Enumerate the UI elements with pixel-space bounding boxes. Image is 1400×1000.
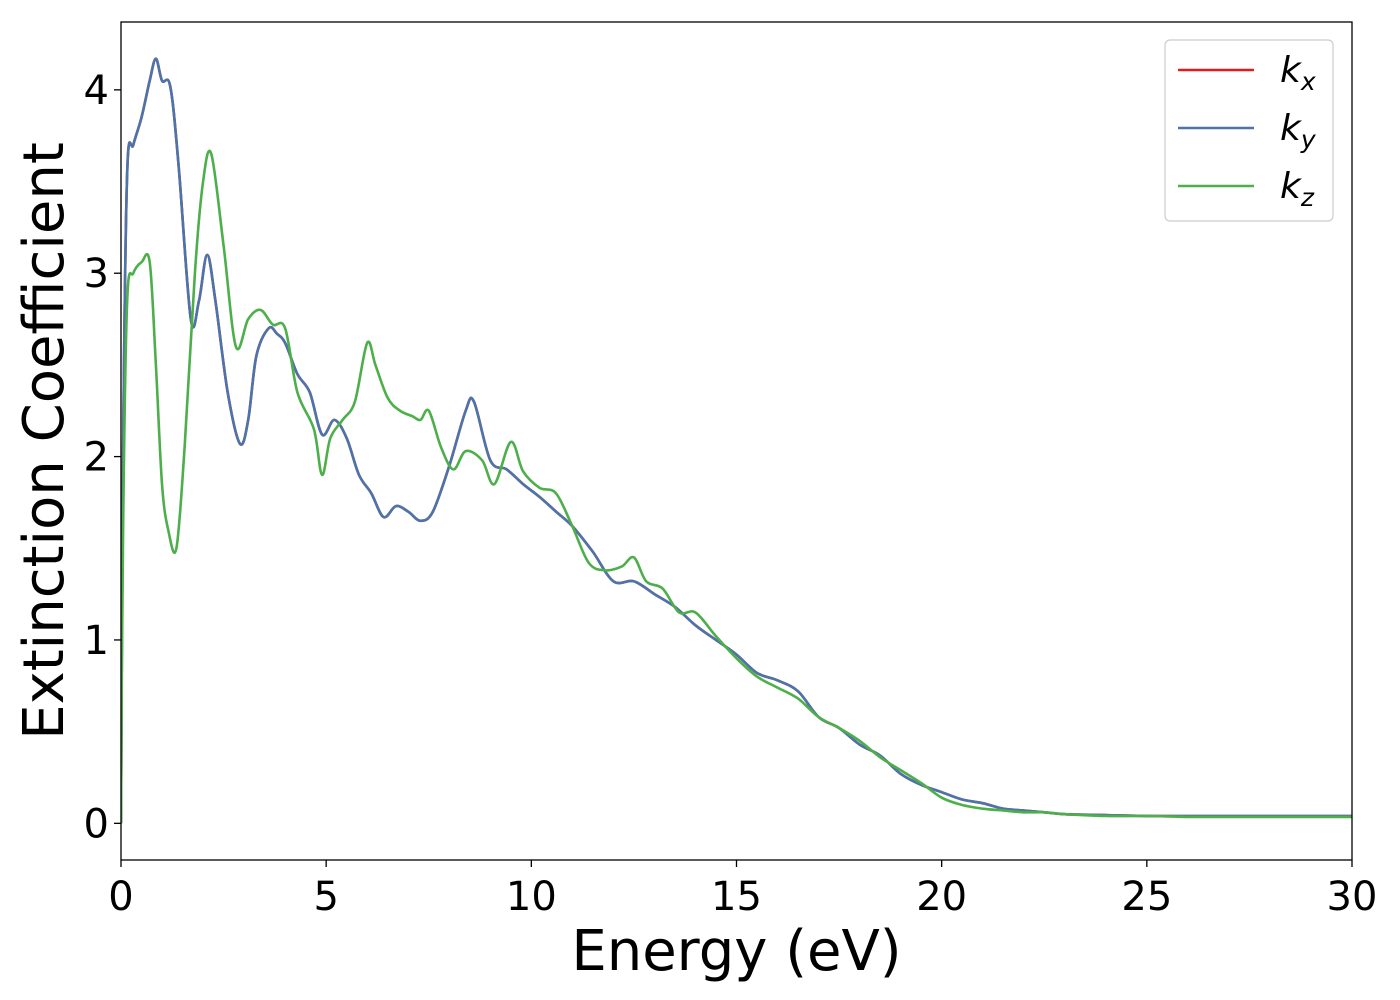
x-tick-label: 30 [1327,874,1378,920]
x-tick-label: 0 [108,874,133,920]
x-axis: 0 5 10 15 20 25 30 [108,860,1377,920]
legend: kx ky kz [1164,39,1334,222]
legend-label: kx [1280,50,1316,96]
y-tick-label: 3 [84,251,109,297]
legend-label: kz [1280,166,1315,212]
legend-item-kz: kz [1178,166,1315,212]
legend-label: ky [1280,108,1317,154]
y-tick-label: 2 [84,435,109,481]
legend-item-ky: ky [1178,108,1317,154]
plot-lines [121,57,1352,824]
x-tick-label: 10 [506,874,557,920]
x-tick-label: 15 [711,874,762,920]
series-line-kz [121,149,1352,824]
x-tick-label: 25 [1121,874,1172,920]
legend-item-kx: kx [1178,50,1316,96]
x-tick-label: 5 [313,874,338,920]
y-tick-label: 4 [84,68,109,114]
legend-box [1164,39,1334,222]
y-axis-label: Extinction Coefficient [12,142,77,740]
y-tick-label: 0 [84,801,109,847]
y-axis: 0 1 2 3 4 [84,68,121,847]
x-axis-label: Energy (eV) [571,919,901,984]
x-tick-label: 20 [916,874,967,920]
series-line-ky [121,57,1352,824]
y-tick-label: 1 [84,618,109,664]
